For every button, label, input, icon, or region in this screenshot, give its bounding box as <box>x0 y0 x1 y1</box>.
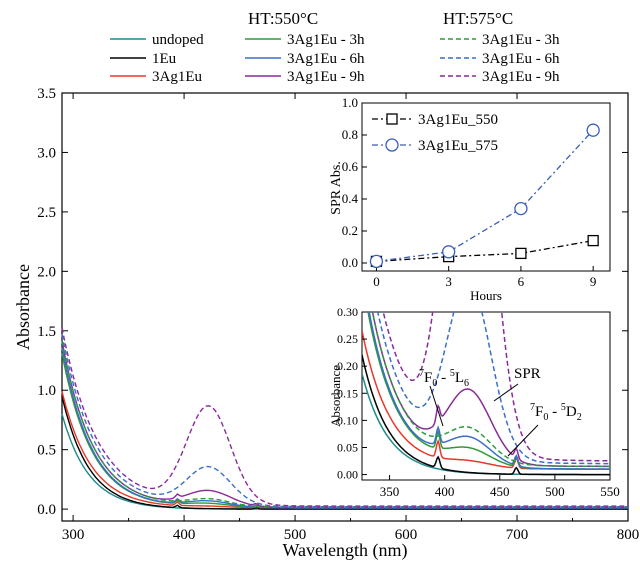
inset1-point-square <box>587 234 599 247</box>
y-tick-label: 0.0 <box>37 502 56 518</box>
inset2-series-line-6 <box>371 312 610 468</box>
legend-label-5: 3Ag1Eu - 9h <box>287 69 365 85</box>
inset1-x-tick-label: 9 <box>590 274 597 289</box>
annotation-spr: SPR <box>514 366 541 382</box>
inset1-y-tick-label: 0.2 <box>342 223 358 238</box>
inset1-y-tick-label: 0.8 <box>342 127 358 142</box>
inset2-x-tick-label: 500 <box>545 484 565 499</box>
inset1-point-square <box>515 247 527 260</box>
inset2-y-tick-label: 0.30 <box>337 305 358 319</box>
inset1-x-tick-label: 0 <box>373 274 380 289</box>
y-tick-label: 0.5 <box>37 443 56 459</box>
y-tick-label: 2.5 <box>37 205 56 221</box>
legend-label-2: 3Ag1Eu <box>152 69 202 85</box>
inset1-point-circle <box>586 123 600 137</box>
legend-label-7: 3Ag1Eu - 6h <box>482 51 560 67</box>
inset2-frame <box>361 311 611 481</box>
legend-label-1: 1Eu <box>152 51 177 67</box>
inset1-series-line-1 <box>376 129 594 263</box>
inset2-series-line-4 <box>368 312 610 470</box>
inset2-series-line-7 <box>377 312 610 465</box>
y-axis-label: Absorbance <box>13 264 33 350</box>
x-tick-label: 300 <box>62 527 85 543</box>
x-tick-label: 500 <box>284 527 307 543</box>
inset2-y-axis-label: Absorbance <box>328 365 343 427</box>
main-series-line-1 <box>61 396 628 510</box>
legend-group-header-575: HT:575°C <box>443 9 513 28</box>
annotation-f0-d2-arrow <box>507 424 539 457</box>
inset1-legend-label-1: 3Ag1Eu_575 <box>418 138 498 154</box>
inset1-frame <box>361 102 611 272</box>
annotation-f0-d2: 7F0 - 5D2 <box>530 402 582 423</box>
y-tick-label: 3.0 <box>37 145 56 161</box>
y-tick-label: 2.0 <box>37 264 56 280</box>
y-tick-label: 1.0 <box>37 383 56 399</box>
inset-zoom: 350 400 450 500 550 0.00 0.05 0.10 0.15 0.20 0.25 0… <box>328 305 620 499</box>
main-series-line-8 <box>61 327 628 507</box>
legend-label-8: 3Ag1Eu - 9h <box>482 69 560 85</box>
inset-spr-vs-hours: 0 3 6 9 0.0 0.2 0.4 0.6 0.8 1.0 3Ag1Eu_550 3Ag1Eu_… <box>329 95 611 303</box>
inset1-point-circle <box>514 201 528 216</box>
inset1-x-axis-label: Hours <box>470 288 502 303</box>
annotation-spr-arrow <box>493 383 519 402</box>
inset1-legend-label-0: 3Ag1Eu_550 <box>418 112 498 128</box>
inset1-point-circle <box>442 245 456 259</box>
inset2-y-tick-label: 0.05 <box>337 440 358 454</box>
inset2-x-tick-label: 350 <box>380 484 400 499</box>
inset2-y-tick-label: 0.20 <box>337 359 358 373</box>
inset1-x-tick-label: 3 <box>445 274 452 289</box>
inset2-x-tick-label: 550 <box>600 484 620 499</box>
inset1-y-tick-label: 0.0 <box>342 255 358 270</box>
inset1-y-tick-label: 0.6 <box>342 159 359 174</box>
inset1-point-circle <box>369 254 384 269</box>
inset2-y-tick-label: 0.00 <box>337 468 358 482</box>
inset1-y-tick-label: 1.0 <box>342 95 358 110</box>
y-tick-label: 3.5 <box>37 86 56 102</box>
x-tick-label: 400 <box>173 527 196 543</box>
legend-label-3: 3Ag1Eu - 3h <box>287 32 365 48</box>
inset1-series-line-0 <box>376 239 594 263</box>
inset1-x-tick-label: 6 <box>518 274 525 289</box>
legend-group-header-550: HT:550°C <box>248 9 318 28</box>
annotation-f0-l6: 7F0 - 5L6 <box>419 368 469 389</box>
inset1-y-tick-label: 0.4 <box>342 191 359 206</box>
x-axis-label: Wavelength (nm) <box>282 540 407 561</box>
annotation-f0-l6-arrow <box>429 385 444 427</box>
main-plot: 300 400 500 600 700 800 0.0 0.5 1.0 1.5 2.0 2.5 3.0 3… <box>13 86 639 561</box>
inset2-y-tick-label: 0.25 <box>337 332 358 346</box>
inset2-y-tick-label: 0.15 <box>337 386 358 400</box>
legend-label-6: 3Ag1Eu - 3h <box>482 32 560 48</box>
inset1-legend-marker-circle <box>385 138 399 152</box>
legend-label-4: 3Ag1Eu - 6h <box>287 51 365 67</box>
inset2-x-tick-label: 450 <box>490 484 510 499</box>
inset2-series-line-1 <box>362 354 610 476</box>
inset2-y-tick-label: 0.10 <box>337 413 358 427</box>
y-tick-label: 1.5 <box>37 324 56 340</box>
inset1-y-axis-label: SPR Abs. <box>329 161 344 215</box>
x-tick-label: 600 <box>395 527 418 543</box>
inset2-x-tick-label: 400 <box>435 484 455 499</box>
x-tick-label: 700 <box>506 527 529 543</box>
inset1-legend-marker-square <box>386 113 398 125</box>
main-plot-frame <box>61 92 629 522</box>
legend-label-0: undoped <box>152 32 204 48</box>
x-tick-label: 800 <box>617 527 640 543</box>
legend: HT:550°C HT:575°C undoped 1Eu 3Ag1Eu 3Ag1Eu… <box>110 9 560 85</box>
